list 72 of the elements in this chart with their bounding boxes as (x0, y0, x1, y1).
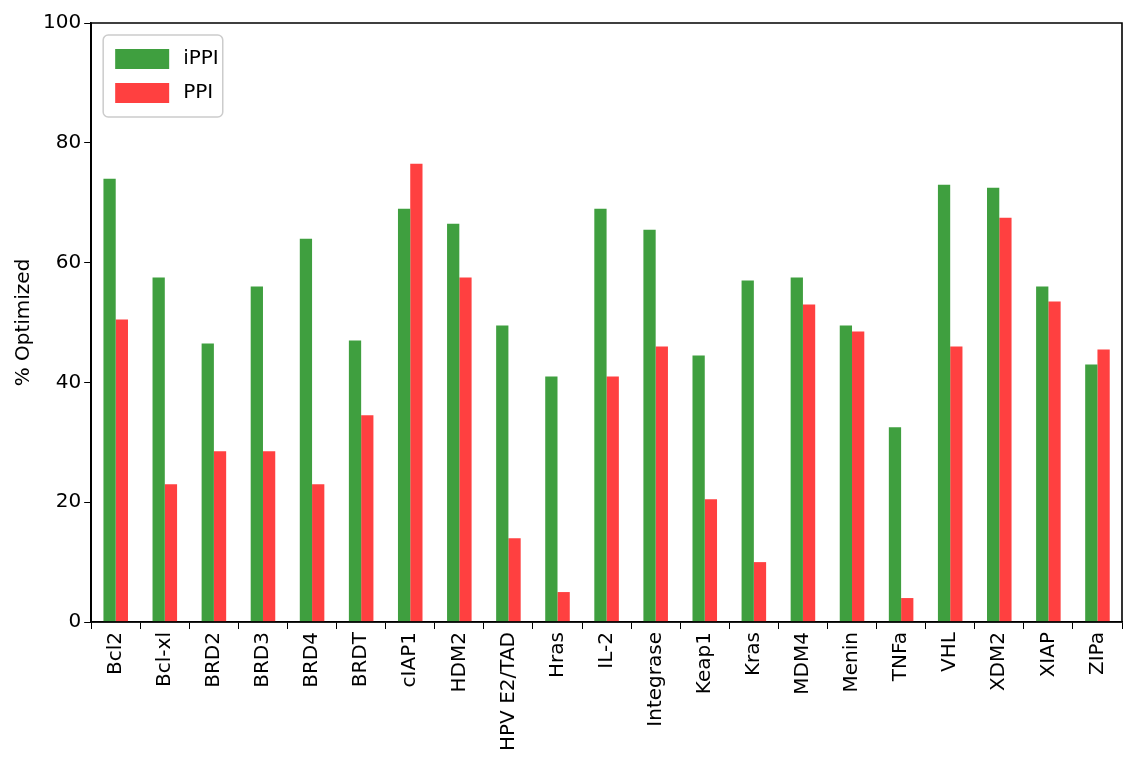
y-tick-label: 20 (55, 488, 82, 513)
bar (164, 484, 178, 622)
bar (692, 355, 705, 622)
y-tick-label: 100 (42, 9, 82, 34)
bar (643, 229, 656, 622)
legend-label: PPI (183, 79, 214, 104)
bar (606, 376, 619, 622)
y-axis-title: % Optimized (10, 258, 35, 387)
bar (655, 346, 668, 622)
bar (103, 178, 116, 622)
y-tick-label: 0 (68, 608, 82, 633)
bar (937, 184, 951, 622)
bar (1048, 301, 1061, 622)
bar (753, 562, 767, 622)
bar (361, 415, 374, 622)
x-tick-label: Bcl2 (101, 632, 126, 676)
bar (1085, 364, 1098, 622)
bar (397, 208, 411, 622)
bar (790, 277, 803, 622)
legend-label: iPPI (183, 45, 219, 70)
bar (741, 280, 754, 622)
x-tick-label: BRD2 (200, 632, 225, 688)
x-tick-label: TNFa (887, 632, 912, 683)
bar (213, 451, 227, 622)
bar (348, 340, 362, 622)
x-tick-label: XIAP (1034, 632, 1059, 678)
bar (201, 343, 214, 622)
bar (447, 223, 460, 622)
x-tick-label: BRD4 (298, 632, 323, 688)
bar (901, 598, 914, 622)
bar (250, 286, 263, 622)
bar (557, 592, 570, 622)
bar (999, 217, 1012, 622)
x-tick-label: Keap1 (690, 632, 715, 695)
bar (262, 451, 276, 622)
bar (299, 238, 313, 622)
x-tick-label: Menin (838, 632, 863, 693)
bar (802, 304, 816, 622)
bar (410, 163, 423, 622)
x-tick-label: cIAP1 (396, 632, 421, 688)
bar (987, 187, 1000, 622)
y-tick-label: 80 (55, 129, 82, 154)
bar (115, 319, 128, 622)
x-tick-label: VHL (936, 631, 961, 672)
x-tick-label: Kras (740, 632, 765, 677)
bar (594, 208, 607, 622)
bar (1097, 349, 1110, 622)
y-tick-label: 40 (55, 368, 82, 393)
bar (459, 277, 472, 622)
x-tick-label: HDM2 (445, 632, 470, 693)
x-tick-label: Bcl-xl (151, 632, 176, 687)
x-tick-label: Integrase (641, 632, 666, 727)
bar (950, 346, 963, 622)
y-tick-label: 60 (55, 248, 82, 273)
x-tick-label: ZIPa (1083, 632, 1108, 676)
x-tick-label: IL-2 (592, 632, 617, 669)
bar (888, 427, 902, 622)
bar (852, 331, 865, 622)
x-tick-label: BRDT (347, 631, 372, 688)
bar (545, 376, 558, 622)
bar (1036, 286, 1049, 622)
bar (839, 325, 853, 622)
x-tick-label: XDM2 (985, 632, 1010, 692)
bar (704, 499, 718, 622)
bar (152, 277, 165, 622)
bar (312, 484, 325, 622)
bar (508, 538, 521, 622)
x-tick-label: MDM4 (789, 632, 814, 695)
x-tick-label: HPV E2/TAD (494, 632, 519, 751)
x-tick-label: Hras (543, 632, 568, 678)
bar (496, 325, 509, 622)
x-tick-label: BRD3 (249, 632, 274, 688)
